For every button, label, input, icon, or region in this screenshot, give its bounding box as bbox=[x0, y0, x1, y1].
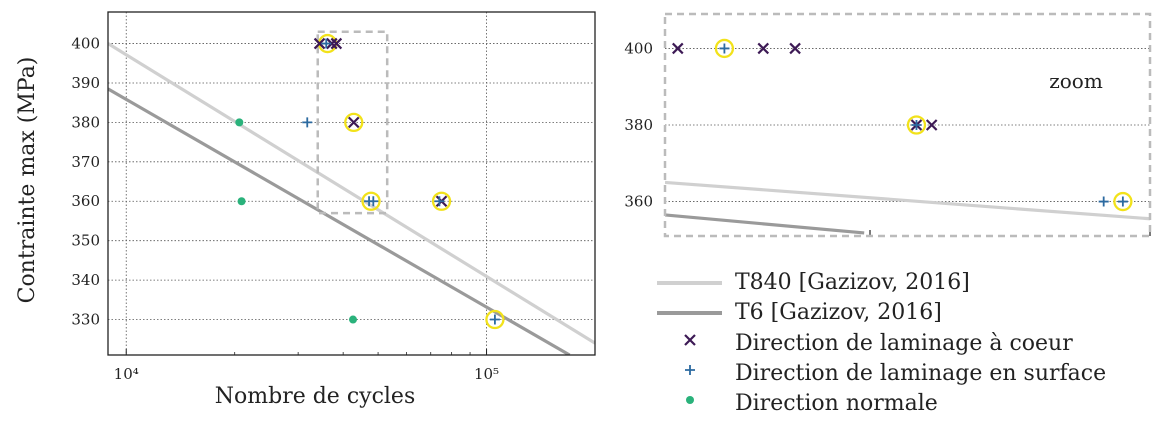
highlight-ring bbox=[344, 112, 364, 133]
data-point bbox=[434, 196, 445, 207]
y-tick-label: 390 bbox=[71, 74, 100, 92]
data-point bbox=[313, 37, 326, 50]
data-point bbox=[757, 42, 770, 55]
plot-frame bbox=[107, 11, 596, 356]
reference-line bbox=[108, 87, 571, 355]
legend-marker bbox=[684, 334, 696, 346]
data-point bbox=[347, 116, 360, 129]
highlight-ring bbox=[485, 309, 505, 330]
data-point bbox=[719, 43, 730, 54]
zoom-chart: zoom 360 380 400 bbox=[624, 12, 1152, 238]
y-tick-label: 360 bbox=[71, 192, 100, 210]
main-chart: Contrainte max (MPa) Nombre de cycles 33… bbox=[15, 11, 596, 409]
data-point bbox=[672, 42, 684, 55]
highlight-ring bbox=[906, 115, 927, 135]
reference-lines bbox=[665, 180, 1150, 235]
y-tick-label: 350 bbox=[71, 232, 100, 250]
y-tick-label: 380 bbox=[71, 113, 100, 131]
highlight-ring bbox=[361, 191, 381, 211]
legend-label: Direction de laminage à coeur bbox=[735, 331, 1073, 356]
y-axis-label: Contrainte max (MPa) bbox=[15, 57, 40, 304]
x-axis-label: Nombre de cycles bbox=[215, 384, 415, 409]
highlight-ring bbox=[1113, 191, 1133, 212]
data-point bbox=[911, 120, 922, 130]
data-point bbox=[302, 117, 313, 128]
zoom-annotation: zoom bbox=[1049, 69, 1103, 93]
data-point bbox=[349, 315, 358, 324]
data-point bbox=[789, 42, 801, 55]
data-point bbox=[489, 314, 500, 325]
x-tick-label: 10⁴ bbox=[114, 365, 139, 383]
reference-line bbox=[665, 213, 865, 235]
y-tick-label: 400 bbox=[71, 35, 100, 53]
legend-label: Direction de laminage en surface bbox=[735, 361, 1106, 386]
data-point bbox=[925, 119, 938, 131]
x-tick-label: 10⁵ bbox=[474, 365, 499, 383]
y-tick-label: 330 bbox=[71, 311, 100, 329]
legend: T840 [Gazizov, 2016] T6 [Gazizov, 2016] Di… bbox=[657, 270, 1106, 416]
data-point bbox=[1098, 196, 1109, 207]
data-point bbox=[1117, 196, 1128, 207]
data-point bbox=[321, 38, 332, 49]
data-point bbox=[326, 37, 338, 50]
reference-line bbox=[665, 180, 1150, 221]
zoom-frame bbox=[663, 12, 1152, 238]
legend-label: T840 [Gazizov, 2016] bbox=[735, 270, 970, 295]
legend-label: Direction normale bbox=[735, 391, 938, 416]
y-tick-label: 340 bbox=[71, 271, 100, 289]
data-point bbox=[235, 118, 244, 127]
y-tick-label: 360 bbox=[624, 193, 653, 211]
reference-lines bbox=[108, 42, 595, 355]
data-point bbox=[237, 197, 246, 206]
y-tick-label: 380 bbox=[624, 116, 653, 134]
reference-line bbox=[108, 42, 595, 345]
y-tick-label: 400 bbox=[624, 39, 653, 57]
legend-marker bbox=[685, 365, 695, 375]
highlight-ring bbox=[714, 38, 735, 59]
legend-label: T6 [Gazizov, 2016] bbox=[735, 300, 942, 325]
data-point bbox=[330, 37, 343, 50]
zoom-region-box bbox=[316, 30, 389, 215]
legend-marker bbox=[686, 396, 694, 404]
y-tick-label: 370 bbox=[71, 153, 100, 171]
data-point bbox=[368, 196, 379, 207]
highlight-ring bbox=[431, 191, 452, 211]
